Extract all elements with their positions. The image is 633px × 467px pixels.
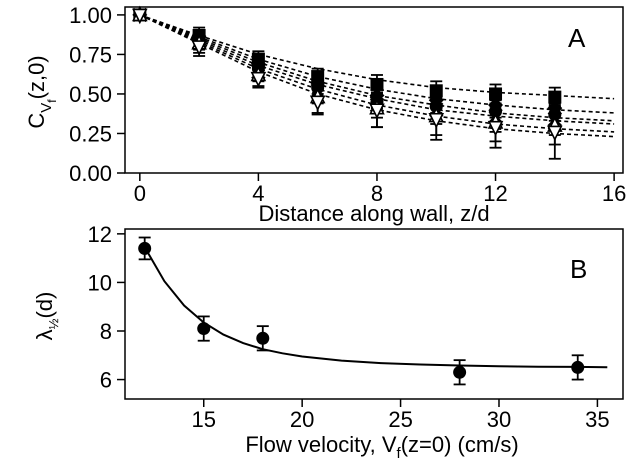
panel-a-data-point [250,71,267,88]
panel-a-y-tick-label: 0.75 [69,42,112,67]
panel-b-x-axis-title-main: Flow velocity, V [245,432,397,457]
panel-b-data-point [197,322,211,336]
panel-a-data-point [548,108,562,122]
panel-a-y-axis-title-sub1: V [38,103,55,113]
panel-a-x-tick-label: 12 [483,181,507,206]
panel-b-marks [138,236,608,386]
panel-a-y-axis-title-main: C [24,113,49,129]
panel-b-x-tick-label: 20 [290,407,314,432]
panel-b-frame [124,228,624,400]
panel-a-data-point [191,40,207,56]
panel-a-data-point [429,100,443,114]
panel-b-y-axis-title: λ½(d) [32,292,61,341]
panel-b-y-tick-label: 8 [100,319,112,344]
panel-a-data-point [547,125,563,142]
panel-a-data-point [489,104,503,118]
panel-a-x-tick-label: 16 [602,181,626,206]
panel-b-y-axis-title-text: λ½(d) [32,292,61,341]
panel-a-y-tick-label: 1.00 [69,3,112,28]
panel-a-x-tick-label: 8 [371,181,383,206]
panel-a-x-axis-title: Distance along wall, z/d [258,201,489,226]
panel-b-y-tick-label: 6 [100,368,112,393]
panel-b-x-tick-label: 25 [388,407,412,432]
panel-b-data-point [138,241,152,255]
panel-b: 15 20 25 30 35 6 8 10 12 B Flow velocity, Vf(z=0… [32,222,624,462]
panel-a-y-axis-title-tail: (z,0) [24,55,49,99]
panel-a-data-point [489,87,503,101]
panel-a-fit-line [139,14,615,122]
panel-b-x-axis-title-sub: f [397,445,402,462]
panel-a: 0 4 8 12 16 0.00 0.25 0.50 0.75 1.00 A Distance a… [24,3,626,226]
panel-a-data-point [429,84,443,98]
panel-a-fit-line [139,14,615,138]
panel-a-data-point [370,77,384,91]
panel-a-frame [124,6,624,174]
panel-b-x-tick-label: 35 [585,407,609,432]
panel-a-marks [132,5,615,160]
panel-a-data-point [428,112,445,129]
panel-a-x-tick-label: 0 [134,181,146,206]
panel-b-x-axis-title: Flow velocity, Vf(z=0) (cm/s) [245,432,518,462]
panel-b-x-tick-label: 30 [487,407,511,432]
panel-a-data-point [309,95,326,112]
panel-a-data-point [132,8,148,25]
panel-a-data-point [548,90,562,104]
panel-a-fit-line [139,14,615,114]
panel-a-y-tick-label: 0.25 [69,121,112,146]
panel-b-data-point [571,360,585,374]
panel-a-y-tick-label: 0.00 [69,161,112,186]
panel-a-data-point [311,81,325,95]
panel-b-data-point [256,331,270,345]
panel-b-ticks: 15 20 25 30 35 6 8 10 12 [88,222,610,432]
panel-b-letter: B [570,254,587,284]
panel-b-y-axis-title-sub: ½ [46,318,61,329]
panel-a-letter: A [568,23,586,53]
panel-a-y-axis-title: CVf(z,0) [24,55,59,128]
panel-a-y-axis-title-text: CVf(z,0) [24,55,59,128]
panel-b-y-axis-title-main: λ [32,329,57,340]
panel-a-data-point [487,120,504,137]
panel-b-fit-curve [143,246,608,369]
panel-b-y-tick-label: 12 [88,222,112,247]
panel-b-y-tick-label: 10 [88,270,112,295]
panel-b-data-point [453,365,467,379]
panel-a-x-tick-label: 4 [252,181,264,206]
panel-a-y-axis-title-sub2: f [45,99,59,103]
panel-b-x-axis-title-tail: (z=0) (cm/s) [401,432,519,457]
panel-b-y-axis-title-tail: (d) [32,292,57,319]
panel-a-y-tick-label: 0.50 [69,82,112,107]
panel-a-data-point [369,103,385,120]
panel-a-ticks: 0 4 8 12 16 0.00 0.25 0.50 0.75 1.00 [69,3,626,206]
panel-b-x-tick-label: 15 [191,407,215,432]
